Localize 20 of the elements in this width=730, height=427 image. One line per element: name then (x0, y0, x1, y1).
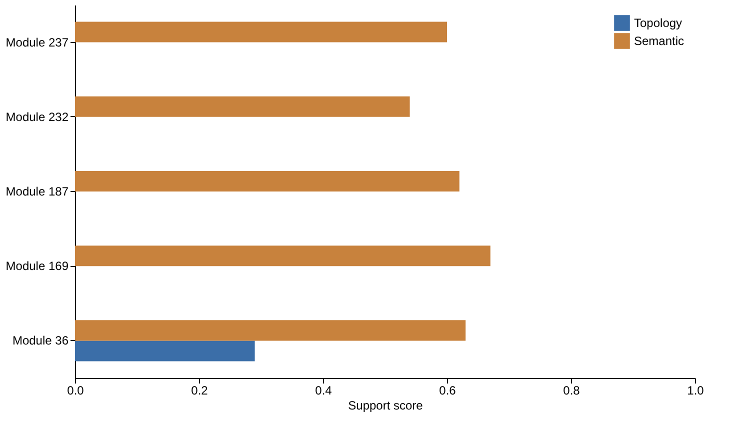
x-tick-label: 0.2 (191, 384, 208, 398)
bar (75, 96, 410, 117)
y-tick-label: Module 232 (6, 110, 69, 124)
legend-label: Topology (634, 16, 682, 30)
y-tick-label: Module 36 (12, 334, 69, 348)
y-tick-label: Module 237 (6, 35, 69, 50)
x-axis-title: Support score (348, 398, 424, 412)
x-tick-label: 0.4 (315, 384, 332, 398)
legend-label: Semantic (634, 34, 684, 48)
y-tick-label: Module 187 (6, 184, 69, 198)
x-tick-label: 0.0 (67, 384, 84, 398)
x-tick-label: 1.0 (687, 384, 704, 398)
x-tick-label: 0.8 (563, 384, 580, 398)
bar (75, 246, 490, 266)
bar (75, 170, 460, 192)
x-tick-label: 0.6 (439, 384, 456, 398)
bar (75, 320, 466, 341)
y-tick-label: Module 169 (6, 259, 69, 274)
bar (75, 22, 447, 42)
bar (75, 340, 255, 362)
